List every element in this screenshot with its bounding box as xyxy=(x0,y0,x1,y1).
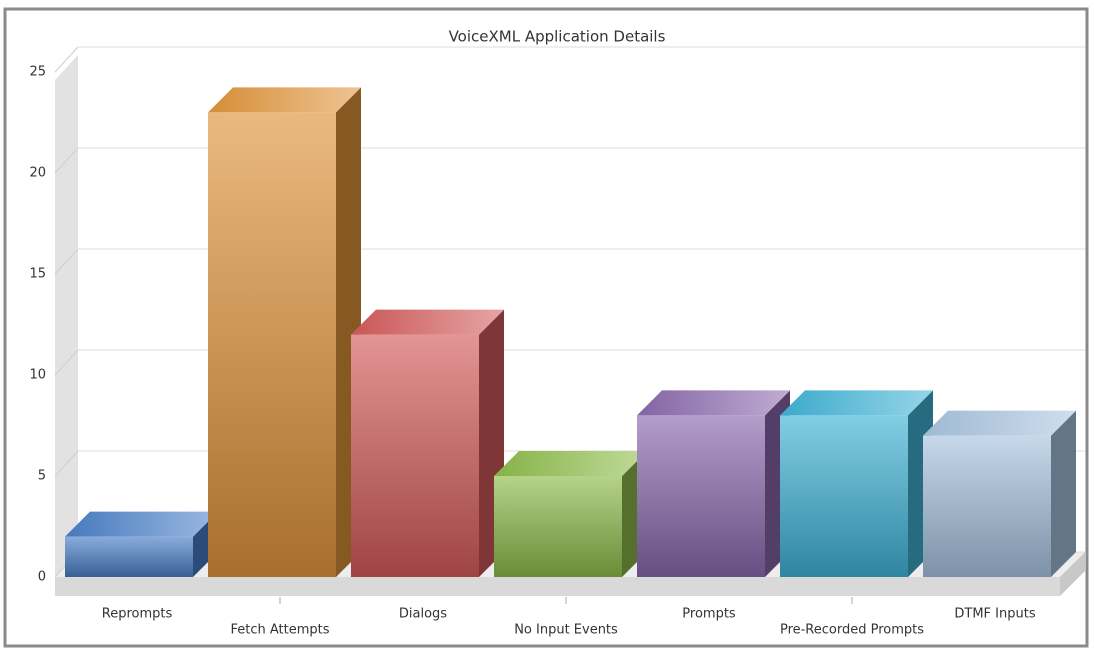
x-tick-label: Reprompts xyxy=(102,607,173,622)
wall-grid-line xyxy=(54,46,79,73)
wall-grid-line xyxy=(54,349,79,376)
floor-edge xyxy=(55,577,1060,596)
wall-grid-line xyxy=(54,147,79,174)
bar xyxy=(208,112,336,578)
bar-top xyxy=(351,309,504,335)
y-tick-label: 20 xyxy=(29,166,46,181)
bar xyxy=(494,476,622,577)
bar-top xyxy=(65,511,218,537)
bar-top xyxy=(923,410,1076,436)
bar xyxy=(351,334,479,577)
x-tick-label: Prompts xyxy=(682,607,736,622)
x-tick-label: No Input Events xyxy=(514,623,618,638)
x-tick-label: DTMF Inputs xyxy=(954,607,1035,622)
bar-top xyxy=(780,390,933,416)
bar xyxy=(780,415,908,577)
bar-top xyxy=(208,87,361,113)
wall-grid-line xyxy=(54,248,79,275)
left-wall xyxy=(55,55,78,580)
y-tick-label: 10 xyxy=(29,368,46,383)
x-tick-label: Fetch Attempts xyxy=(230,623,329,638)
wall-grid-line xyxy=(54,450,79,477)
x-tick-label: Dialogs xyxy=(399,607,447,622)
y-tick-label: 0 xyxy=(38,570,46,585)
bar-side xyxy=(1051,410,1076,577)
bar xyxy=(637,415,765,577)
bar xyxy=(923,435,1051,577)
bar xyxy=(65,536,193,577)
x-tick-label: Pre-Recorded Prompts xyxy=(780,623,924,638)
y-tick-label: 25 xyxy=(29,65,46,80)
chart-title: VoiceXML Application Details xyxy=(449,28,666,46)
y-tick-label: 5 xyxy=(38,469,46,484)
y-tick-label: 15 xyxy=(29,267,46,282)
bar-top xyxy=(637,390,790,416)
floor-side xyxy=(1060,552,1085,596)
bar-top xyxy=(494,451,647,476)
